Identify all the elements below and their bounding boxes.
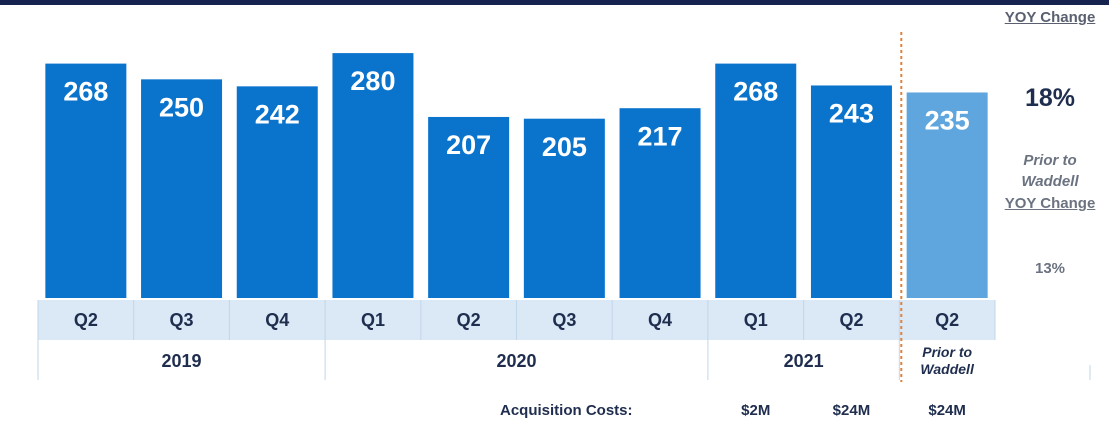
bar	[715, 63, 797, 298]
value-label: 205	[542, 132, 587, 162]
value-label: 242	[255, 99, 300, 129]
x-tick-label: Q2	[74, 310, 98, 330]
acquisition-cost: $2M	[741, 402, 771, 419]
value-label: 280	[350, 66, 395, 96]
x-tick-label: Q4	[648, 310, 672, 330]
value-label: 250	[159, 92, 204, 122]
x-tick-label: Q1	[744, 310, 768, 330]
bar	[332, 53, 414, 298]
x-tick-label: Q2	[457, 310, 481, 330]
acquisition-label: Acquisition Costs:	[500, 402, 633, 419]
group-label: Prior to Waddell	[920, 344, 974, 377]
bar	[45, 63, 127, 298]
group-label: 2021	[783, 350, 824, 371]
bar	[236, 86, 318, 298]
bar	[428, 116, 510, 298]
bar	[523, 118, 605, 298]
top-rule	[0, 0, 1109, 5]
value-label: 235	[925, 106, 970, 136]
acquisition-cost: $24M	[832, 402, 871, 419]
value-label: 217	[638, 121, 683, 151]
group-label: 2019	[161, 350, 202, 371]
bar	[619, 108, 701, 299]
x-tick-label: Q2	[839, 310, 863, 330]
x-tick-label: Q3	[552, 310, 576, 330]
x-tick-label: Q1	[361, 310, 385, 330]
bar	[906, 92, 988, 299]
prior-yoy-value: 13%	[1034, 260, 1066, 277]
acquisition-cost: $24M	[928, 402, 966, 419]
bar	[810, 85, 892, 299]
yoy-label: YOY Change	[1004, 9, 1096, 26]
value-label: 243	[829, 99, 874, 129]
value-label: 207	[446, 130, 491, 160]
bar	[141, 79, 223, 298]
x-tick-label: Q3	[170, 310, 194, 330]
value-label: 268	[733, 77, 778, 107]
group-label: 2020	[496, 350, 537, 371]
x-tick-label: Q4	[265, 310, 289, 330]
yoy-value: 18%	[1024, 84, 1076, 112]
value-label: 268	[63, 77, 108, 107]
prior-label: Prior to Waddell	[1021, 152, 1079, 190]
prior-yoy-label: YOY Change	[1004, 195, 1096, 212]
x-tick-label: Q2	[935, 310, 959, 330]
